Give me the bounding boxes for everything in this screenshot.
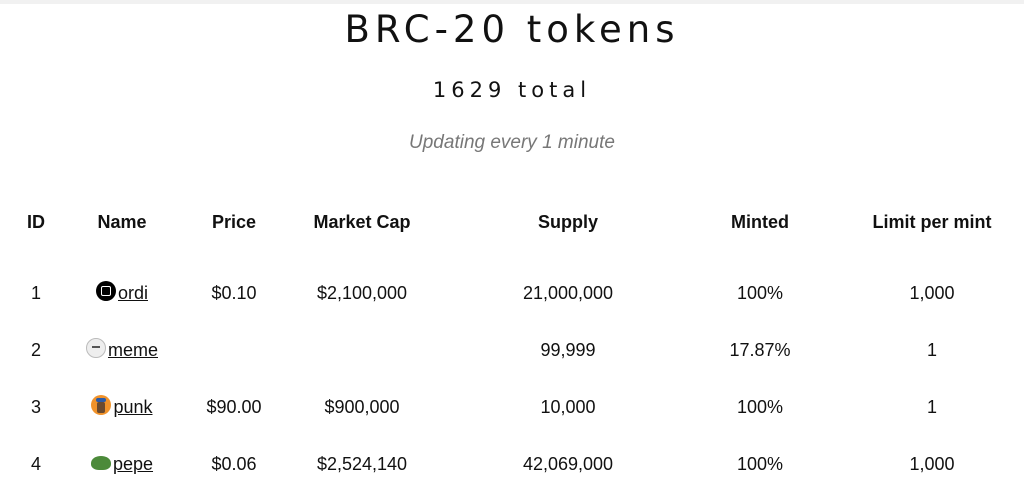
table-row: 4 pepe $0.06 $2,524,140 42,069,000 100% … [0, 449, 1024, 479]
token-link[interactable]: pepe [90, 453, 154, 475]
token-name: punk [113, 396, 153, 417]
cell-price: $0.10 [211, 282, 257, 303]
cell-supply: 21,000,000 [522, 282, 614, 303]
cell-limit: 1 [926, 339, 937, 360]
cell-minted: 100% [736, 396, 784, 417]
cell-market-cap: $2,524,140 [316, 453, 408, 474]
cell-market-cap: $900,000 [324, 396, 400, 417]
punk-avatar-icon [91, 394, 112, 420]
cell-id: 2 [30, 339, 41, 360]
table-header: ID Name Price Market Cap Supply Minted L… [0, 207, 1024, 237]
cell-supply: 99,999 [540, 339, 596, 360]
token-link[interactable]: meme [85, 337, 158, 363]
col-id: ID [27, 211, 45, 232]
update-note: Updating every 1 minute [409, 132, 615, 153]
cell-id: 3 [30, 396, 41, 417]
cell-market-cap: $2,100,000 [316, 282, 408, 303]
token-link[interactable]: ordi [95, 280, 148, 306]
cell-limit: 1,000 [909, 453, 955, 474]
cell-supply: 42,069,000 [522, 453, 614, 474]
col-name: Name [97, 211, 147, 232]
token-total: 1629 total [432, 78, 592, 102]
table-row: 2 meme 99,999 17.87% 1 [0, 335, 1024, 365]
table-row: 3 punk $90.00 $900,000 10,000 100% 1 [0, 392, 1024, 422]
token-name: ordi [117, 282, 148, 303]
cell-limit: 1,000 [909, 282, 955, 303]
table-row: 1 ordi $0.10 $2,100,000 21,000,000 100% … [0, 278, 1024, 308]
cell-price: $0.06 [211, 453, 257, 474]
pepe-frog-icon [90, 454, 111, 475]
col-price: Price [211, 211, 257, 232]
col-supply: Supply [537, 211, 598, 232]
page-title: BRC-20 tokens [344, 8, 680, 51]
cell-supply: 10,000 [540, 396, 596, 417]
token-name: pepe [112, 453, 154, 474]
cell-minted: 100% [736, 282, 784, 303]
token-name: meme [107, 339, 158, 360]
col-limit: Limit per mint [872, 211, 992, 232]
top-bar [0, 0, 1024, 4]
cell-price: $90.00 [206, 396, 262, 417]
meme-face-icon [85, 337, 106, 363]
cell-id: 4 [30, 453, 41, 474]
cell-minted: 17.87% [729, 339, 791, 360]
token-link[interactable]: punk [91, 394, 153, 420]
cell-limit: 1 [926, 396, 937, 417]
cell-id: 1 [30, 282, 41, 303]
ordi-logo-icon [95, 280, 116, 306]
col-minted: Minted [731, 211, 789, 232]
col-market-cap: Market Cap [313, 211, 411, 232]
cell-minted: 100% [736, 453, 784, 474]
